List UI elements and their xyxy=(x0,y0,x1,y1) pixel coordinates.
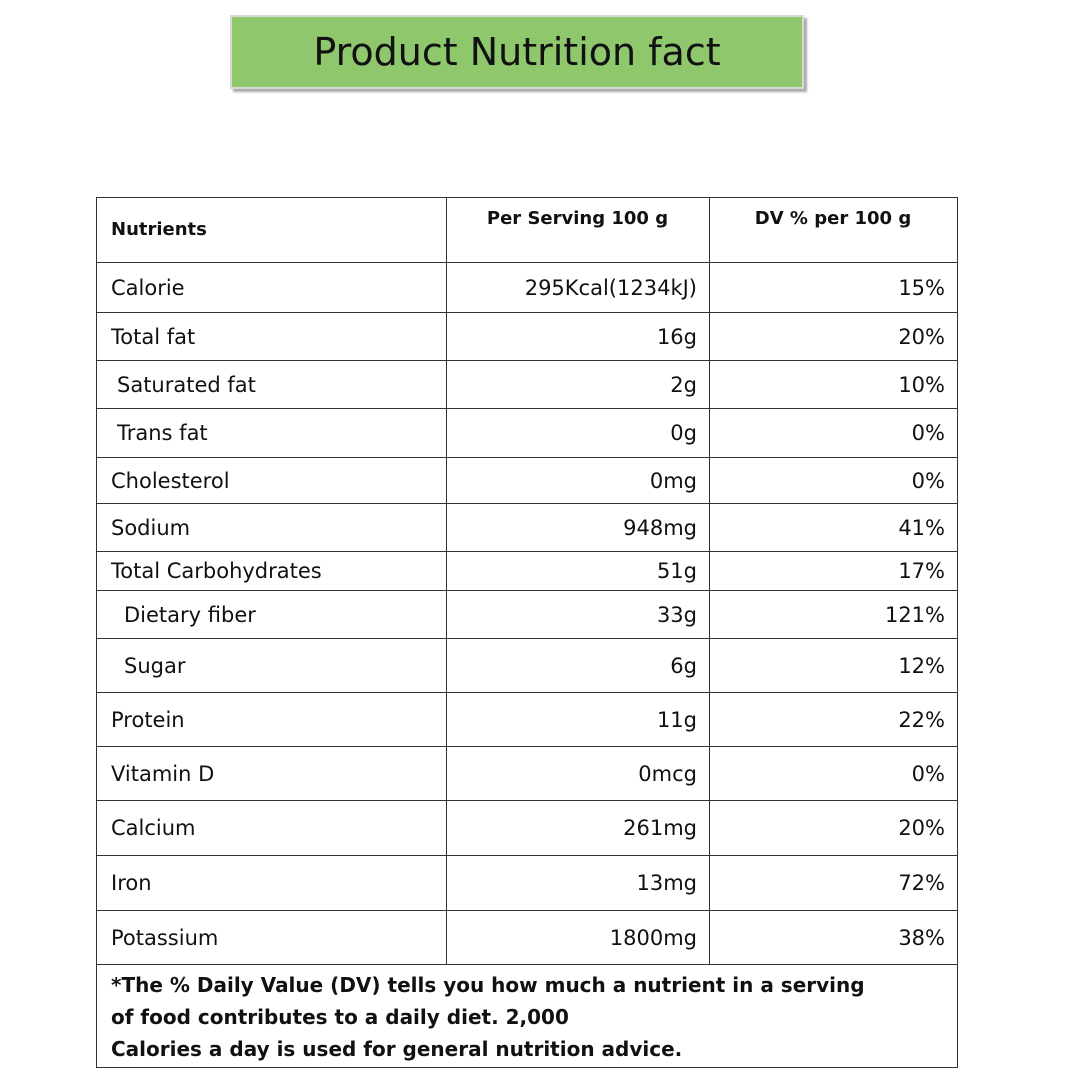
nutrient-row: Sugar 6g 12% xyxy=(96,638,958,693)
footnote-line: *The % Daily Value (DV) tells you how mu… xyxy=(111,973,865,997)
nutrient-name: Calorie xyxy=(96,262,447,313)
nutrient-name: Potassium xyxy=(96,910,447,965)
nutrient-name: Trans fat xyxy=(96,408,447,458)
daily-value: 0% xyxy=(709,408,958,458)
footnote-line: Calories a day is used for general nutri… xyxy=(111,1037,683,1061)
per-serving: 6g xyxy=(446,638,710,693)
nutrient-name: Dietary fiber xyxy=(96,590,447,639)
per-serving: 11g xyxy=(446,692,710,747)
nutrient-name: Total Carbohydrates xyxy=(96,551,447,591)
per-serving: 2g xyxy=(446,360,710,409)
nutrient-row: Calorie 295Kcal(1234kJ) 15% xyxy=(96,262,958,313)
per-serving: 261mg xyxy=(446,800,710,856)
nutrient-name: Calcium xyxy=(96,800,447,856)
nutrient-name: Saturated fat xyxy=(96,360,447,409)
daily-value: 121% xyxy=(709,590,958,639)
daily-value: 20% xyxy=(709,312,958,361)
nutrient-name: Sodium xyxy=(96,503,447,552)
nutrient-name: Vitamin D xyxy=(96,746,447,801)
nutrient-row: Total fat 16g 20% xyxy=(96,312,958,361)
daily-value: 41% xyxy=(709,503,958,552)
column-header: DV % per 100 g xyxy=(709,197,958,263)
per-serving: 0mcg xyxy=(446,746,710,801)
daily-value: 15% xyxy=(709,262,958,313)
nutrient-row: Iron 13mg 72% xyxy=(96,855,958,911)
daily-value: 10% xyxy=(709,360,958,409)
nutrient-row: Dietary fiber 33g 121% xyxy=(96,590,958,639)
nutrient-name: Sugar xyxy=(96,638,447,693)
footnote-line: of food contributes to a daily diet. 2,0… xyxy=(111,1005,569,1029)
title-banner: Product Nutrition fact xyxy=(230,15,804,89)
daily-value: 0% xyxy=(709,746,958,801)
nutrient-row: Total Carbohydrates 51g 17% xyxy=(96,551,958,591)
table-body: Calorie 295Kcal(1234kJ) 15% Total fat 16g 20%… xyxy=(96,262,958,965)
per-serving: 33g xyxy=(446,590,710,639)
nutrition-table: Nutrients Per Serving 100 g DV % per 100… xyxy=(96,197,958,1068)
per-serving: 295Kcal(1234kJ) xyxy=(446,262,710,313)
nutrient-row: Vitamin D 0mcg 0% xyxy=(96,746,958,801)
per-serving: 13mg xyxy=(446,855,710,911)
daily-value: 12% xyxy=(709,638,958,693)
nutrient-row: Sodium 948mg 41% xyxy=(96,503,958,552)
title: Product Nutrition fact xyxy=(313,30,721,74)
footnote: *The % Daily Value (DV) tells you how mu… xyxy=(96,964,958,1068)
per-serving: 51g xyxy=(446,551,710,591)
nutrient-row: Saturated fat 2g 10% xyxy=(96,360,958,409)
nutrient-name: Cholesterol xyxy=(96,457,447,504)
per-serving: 948mg xyxy=(446,503,710,552)
per-serving: 0g xyxy=(446,408,710,458)
per-serving: 1800mg xyxy=(446,910,710,965)
per-serving: 0mg xyxy=(446,457,710,504)
nutrient-name: Protein xyxy=(96,692,447,747)
daily-value: 17% xyxy=(709,551,958,591)
daily-value: 20% xyxy=(709,800,958,856)
nutrient-row: Cholesterol 0mg 0% xyxy=(96,457,958,504)
column-header: Per Serving 100 g xyxy=(446,197,710,263)
nutrient-name: Iron xyxy=(96,855,447,911)
daily-value: 72% xyxy=(709,855,958,911)
daily-value: 38% xyxy=(709,910,958,965)
daily-value: 22% xyxy=(709,692,958,747)
nutrient-row: Calcium 261mg 20% xyxy=(96,800,958,856)
footnote-row: *The % Daily Value (DV) tells you how mu… xyxy=(96,964,958,1068)
daily-value: 0% xyxy=(709,457,958,504)
header-row: Nutrients Per Serving 100 g DV % per 100… xyxy=(96,197,958,263)
column-header: Nutrients xyxy=(96,197,447,263)
nutrient-row: Trans fat 0g 0% xyxy=(96,408,958,458)
per-serving: 16g xyxy=(446,312,710,361)
nutrient-row: Potassium 1800mg 38% xyxy=(96,910,958,965)
nutrient-name: Total fat xyxy=(96,312,447,361)
nutrient-row: Protein 11g 22% xyxy=(96,692,958,747)
